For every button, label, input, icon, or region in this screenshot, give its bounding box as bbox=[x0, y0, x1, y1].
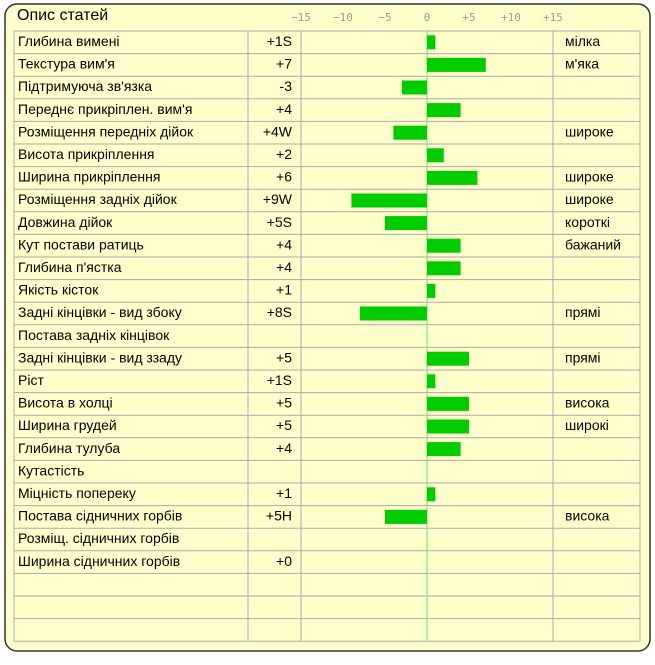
value-label: +4W bbox=[263, 123, 293, 139]
bar bbox=[427, 261, 461, 276]
chart-title: Опис статей bbox=[17, 7, 108, 24]
x-tick-label: −10 bbox=[333, 11, 353, 24]
row-label: Довжина дійок bbox=[18, 214, 113, 230]
value-label: +5S bbox=[267, 214, 292, 230]
description: короткі bbox=[565, 214, 610, 230]
description: широке bbox=[565, 123, 614, 139]
value-label: +5H bbox=[266, 508, 292, 524]
bar bbox=[427, 170, 478, 185]
bar bbox=[427, 442, 461, 457]
description: бажаний bbox=[565, 236, 621, 252]
row-label: Кут постави ратиць bbox=[18, 236, 144, 252]
row-label: Якість кісток bbox=[18, 282, 99, 298]
x-tick-label: +5 bbox=[462, 11, 475, 24]
value-label: +4 bbox=[276, 440, 292, 456]
bar bbox=[359, 306, 427, 321]
panel bbox=[4, 3, 651, 652]
bar bbox=[427, 351, 469, 366]
value-label: +8S bbox=[267, 304, 292, 320]
row-label: Висота в холці bbox=[18, 395, 113, 411]
description: широке bbox=[565, 169, 614, 185]
value-label: +4 bbox=[276, 236, 292, 252]
bar bbox=[393, 125, 427, 140]
description: висока bbox=[565, 508, 610, 524]
row-label: Глибина вимені bbox=[18, 33, 120, 49]
row-label: Розміщення передніх дійок bbox=[18, 123, 194, 139]
bar bbox=[427, 283, 436, 298]
bar bbox=[427, 103, 461, 118]
bar bbox=[427, 396, 469, 411]
row-label: Ширина прикріплення bbox=[18, 169, 160, 185]
row-label: Міцність попереку bbox=[18, 485, 136, 501]
row-label: Ріст bbox=[18, 372, 44, 388]
bar bbox=[427, 487, 436, 502]
bar bbox=[427, 419, 469, 434]
row-label: Текстура вим'я bbox=[18, 56, 115, 72]
bar bbox=[427, 148, 444, 163]
x-tick-label: +10 bbox=[501, 11, 521, 24]
description: широке bbox=[565, 191, 614, 207]
row-label: Переднє прикріплен. вим'я bbox=[18, 101, 192, 117]
bar bbox=[351, 193, 427, 208]
description: прямі bbox=[565, 304, 601, 320]
x-tick-label: +15 bbox=[543, 11, 563, 24]
x-tick-label: 0 bbox=[424, 11, 431, 24]
row-label: Розміщення задніх дійок bbox=[18, 191, 178, 207]
value-label: +1 bbox=[276, 485, 292, 501]
row-label: Ширина грудей bbox=[18, 417, 117, 433]
description: широкі bbox=[565, 417, 609, 433]
value-label: +1S bbox=[267, 372, 292, 388]
value-label: +5 bbox=[276, 417, 292, 433]
value-label: -3 bbox=[280, 78, 293, 94]
value-label: +4 bbox=[276, 259, 292, 275]
bar bbox=[385, 509, 427, 524]
bar bbox=[427, 238, 461, 253]
row-label: Висота прикріплення bbox=[18, 146, 155, 162]
value-label: +0 bbox=[276, 553, 292, 569]
value-label: +1S bbox=[267, 33, 292, 49]
value-label: +1 bbox=[276, 282, 292, 298]
row-label: Глибина тулуба bbox=[18, 440, 120, 456]
value-label: +9W bbox=[263, 191, 293, 207]
row-label: Задні кінцівки - вид ззаду bbox=[18, 349, 182, 365]
bar bbox=[385, 216, 427, 231]
bar bbox=[401, 80, 427, 95]
value-label: +6 bbox=[276, 169, 292, 185]
row-label: Розміщ. сідничних горбів bbox=[18, 530, 179, 546]
row-label: Постава сідничних горбів bbox=[18, 508, 182, 524]
description: м'яка bbox=[565, 56, 599, 72]
x-tick-label: −15 bbox=[291, 11, 311, 24]
description: мілка bbox=[565, 33, 600, 49]
bar bbox=[427, 35, 436, 50]
row-label: Глибина п'ястка bbox=[18, 259, 122, 275]
x-tick-label: −5 bbox=[378, 11, 391, 24]
row-label: Підтримуюча зв'язка bbox=[18, 78, 152, 94]
bar bbox=[427, 374, 436, 389]
value-label: +4 bbox=[276, 101, 292, 117]
value-label: +5 bbox=[276, 349, 292, 365]
row-label: Постава задніх кінцівок bbox=[18, 327, 170, 343]
row-label: Кутастість bbox=[18, 462, 84, 478]
value-label: +5 bbox=[276, 395, 292, 411]
row-label: Ширина сідничних горбів bbox=[18, 553, 180, 569]
row-label: Задні кінцівки - вид збоку bbox=[18, 304, 182, 320]
bar bbox=[427, 57, 486, 72]
value-label: +2 bbox=[276, 146, 292, 162]
value-label: +7 bbox=[276, 56, 292, 72]
description: висока bbox=[565, 395, 610, 411]
description: прямі bbox=[565, 349, 601, 365]
